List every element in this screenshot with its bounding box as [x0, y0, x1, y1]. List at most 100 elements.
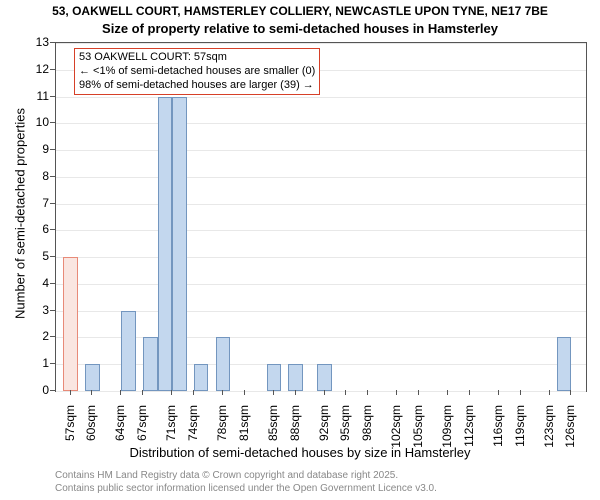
ytick-label: 5 — [25, 249, 49, 263]
ytick-mark — [50, 42, 55, 43]
ytick-label: 13 — [25, 35, 49, 49]
xtick-label: 71sqm — [164, 405, 178, 455]
annotation-line2: ← <1% of semi-detached houses are smalle… — [79, 65, 315, 79]
ytick-label: 6 — [25, 222, 49, 236]
ytick-label: 0 — [25, 383, 49, 397]
ytick-label: 10 — [25, 115, 49, 129]
ytick-mark — [50, 363, 55, 364]
xtick-mark — [193, 390, 194, 395]
xtick-mark — [418, 390, 419, 395]
xtick-label: 81sqm — [237, 405, 251, 455]
ytick-mark — [50, 336, 55, 337]
ytick-mark — [50, 229, 55, 230]
gridline — [56, 150, 586, 151]
ytick-mark — [50, 283, 55, 284]
ytick-label: 7 — [25, 196, 49, 210]
ytick-mark — [50, 390, 55, 391]
ytick-label: 11 — [25, 89, 49, 103]
xtick-label: 105sqm — [411, 405, 425, 455]
xtick-label: 78sqm — [215, 405, 229, 455]
xtick-label: 126sqm — [563, 405, 577, 455]
histogram-bar — [216, 337, 231, 391]
xtick-mark — [295, 390, 296, 395]
xtick-mark — [222, 390, 223, 395]
gridline — [56, 97, 586, 98]
annotation-line3: 98% of semi-detached houses are larger (… — [79, 79, 315, 93]
chart-title-line2: Size of property relative to semi-detach… — [0, 21, 600, 36]
xtick-label: 57sqm — [63, 405, 77, 455]
gridline — [56, 123, 586, 124]
xtick-mark — [367, 390, 368, 395]
histogram-bar — [63, 257, 78, 391]
ytick-label: 8 — [25, 169, 49, 183]
plot-area: 53 OAKWELL COURT: 57sqm ← <1% of semi-de… — [55, 42, 587, 392]
histogram-bar — [85, 364, 100, 391]
xtick-mark — [396, 390, 397, 395]
xtick-label: 74sqm — [186, 405, 200, 455]
xtick-label: 85sqm — [266, 405, 280, 455]
xtick-label: 116sqm — [491, 405, 505, 455]
xtick-mark — [171, 390, 172, 395]
xtick-mark — [469, 390, 470, 395]
xtick-mark — [447, 390, 448, 395]
footer-line2: Contains public sector information licen… — [55, 483, 437, 494]
gridline — [56, 43, 586, 44]
ytick-label: 9 — [25, 142, 49, 156]
chart-title-line1: 53, OAKWELL COURT, HAMSTERLEY COLLIERY, … — [0, 4, 600, 18]
histogram-bar — [557, 337, 572, 391]
gridline — [56, 257, 586, 258]
xtick-mark — [345, 390, 346, 395]
footer-line1: Contains HM Land Registry data © Crown c… — [55, 470, 398, 481]
annotation-line1: 53 OAKWELL COURT: 57sqm — [79, 51, 315, 65]
ytick-mark — [50, 203, 55, 204]
ytick-mark — [50, 256, 55, 257]
ytick-mark — [50, 69, 55, 70]
xtick-label: 60sqm — [84, 405, 98, 455]
ytick-label: 3 — [25, 303, 49, 317]
histogram-bar — [172, 97, 187, 391]
ytick-mark — [50, 310, 55, 311]
xtick-label: 102sqm — [389, 405, 403, 455]
xtick-label: 109sqm — [440, 405, 454, 455]
xtick-mark — [570, 390, 571, 395]
xtick-mark — [91, 390, 92, 395]
xtick-label: 67sqm — [135, 405, 149, 455]
xtick-label: 88sqm — [288, 405, 302, 455]
ytick-label: 2 — [25, 329, 49, 343]
histogram-bar — [121, 311, 136, 391]
xtick-mark — [142, 390, 143, 395]
histogram-bar — [158, 97, 173, 391]
annotation-box: 53 OAKWELL COURT: 57sqm ← <1% of semi-de… — [74, 48, 320, 95]
xtick-mark — [549, 390, 550, 395]
gridline — [56, 204, 586, 205]
xtick-label: 98sqm — [360, 405, 374, 455]
ytick-mark — [50, 176, 55, 177]
histogram-bar — [267, 364, 282, 391]
gridline — [56, 391, 586, 392]
xtick-label: 119sqm — [513, 405, 527, 455]
xtick-mark — [244, 390, 245, 395]
xtick-mark — [273, 390, 274, 395]
histogram-bar — [194, 364, 209, 391]
xtick-label: 123sqm — [542, 405, 556, 455]
gridline — [56, 177, 586, 178]
ytick-mark — [50, 149, 55, 150]
xtick-label: 92sqm — [317, 405, 331, 455]
xtick-mark — [70, 390, 71, 395]
ytick-label: 12 — [25, 62, 49, 76]
histogram-bar — [288, 364, 303, 391]
xtick-label: 112sqm — [462, 405, 476, 455]
ytick-mark — [50, 96, 55, 97]
ytick-label: 1 — [25, 356, 49, 370]
histogram-bar — [143, 337, 158, 391]
gridline — [56, 230, 586, 231]
chart-container: 53, OAKWELL COURT, HAMSTERLEY COLLIERY, … — [0, 0, 600, 500]
ytick-label: 4 — [25, 276, 49, 290]
y-axis-label: Number of semi-detached properties — [13, 64, 28, 364]
xtick-label: 95sqm — [338, 405, 352, 455]
xtick-mark — [324, 390, 325, 395]
ytick-mark — [50, 122, 55, 123]
histogram-bar — [317, 364, 332, 391]
xtick-mark — [498, 390, 499, 395]
xtick-mark — [520, 390, 521, 395]
